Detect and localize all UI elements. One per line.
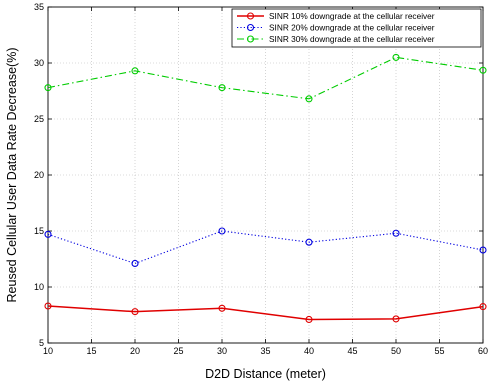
series-3 [44,53,487,103]
x-tick-label: 35 [260,346,270,356]
x-tick-label: 20 [130,346,140,356]
x-tick-label: 55 [434,346,444,356]
data-point [44,230,52,238]
y-tick-label: 30 [34,58,44,68]
x-tick-label: 25 [173,346,183,356]
series-line [47,56,484,100]
x-tick-label: 15 [86,346,96,356]
data-point [218,84,226,92]
x-tick-label: 60 [478,346,488,356]
legend-marker [246,35,255,43]
x-tick-label: 30 [217,346,227,356]
x-axis-title: D2D Distance (meter) [205,367,326,381]
data-point [479,246,487,254]
data-point [131,67,139,75]
legend-box [231,8,482,48]
y-tick-label: 20 [34,170,44,180]
data-point [218,227,226,235]
y-tick-label: 5 [39,338,44,348]
data-point [479,66,487,74]
legend: SINR 10% downgrade at the cellular recei… [231,8,482,48]
grid-layer [48,7,483,343]
data-point [218,304,226,312]
series-line [47,305,484,321]
data-point [305,95,313,103]
data-point [131,259,139,268]
data-point [305,315,313,324]
y-tick-label: 10 [34,282,44,292]
data-point [392,315,400,323]
y-axis-title: Reused Cellular User Data Rate Decrease(… [5,48,19,303]
legend-label: SINR 30% downgrade at the cellular recei… [269,34,435,44]
x-tick-label: 10 [43,346,53,356]
series-layer [44,53,487,324]
x-tick-label: 50 [391,346,401,356]
data-point [392,229,400,237]
data-point [44,84,52,92]
data-point [44,302,52,310]
y-tick-label: 35 [34,2,44,12]
series-line [47,230,484,265]
x-tick-label: 45 [347,346,357,356]
data-point [305,238,313,246]
legend-marker [246,23,255,32]
data-point [479,303,487,311]
y-tick-label: 25 [34,114,44,124]
data-point [392,53,400,61]
legend-marker [246,12,255,20]
data-point [131,308,139,316]
x-tick-label: 40 [304,346,314,356]
legend-label: SINR 10% downgrade at the cellular recei… [269,11,435,21]
series-1 [44,302,487,324]
y-tick-label: 15 [34,226,44,236]
legend-label: SINR 20% downgrade at the cellular recei… [269,23,435,33]
series-2 [44,227,487,268]
